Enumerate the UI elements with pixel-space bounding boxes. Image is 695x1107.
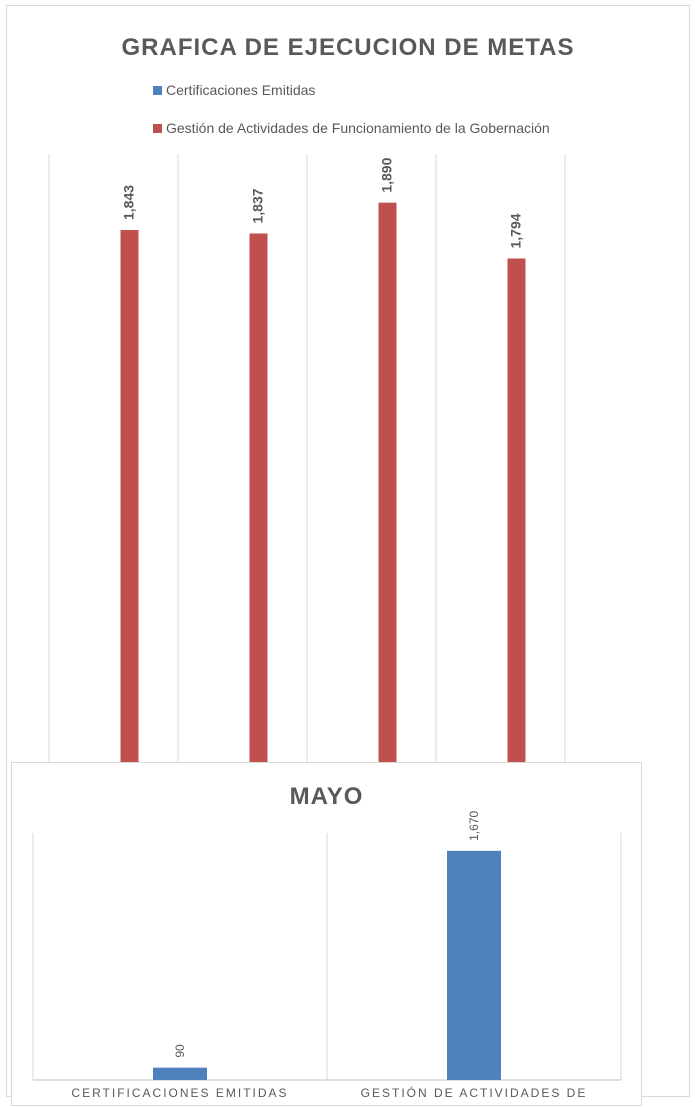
legend-item-certificaciones: Certificaciones Emitidas [153, 80, 550, 100]
data-label: 90 [173, 1044, 187, 1058]
data-label: 1,670 [467, 810, 481, 840]
category-label: GESTIÓN DE ACTIVIDADES DE [361, 1085, 588, 1100]
bar-may [447, 850, 501, 1080]
data-label: 1,794 [508, 213, 524, 248]
legend-swatch-blue [153, 85, 162, 95]
data-label: 1,890 [379, 157, 395, 192]
legend-swatch-red [153, 123, 162, 133]
data-label: 1,837 [250, 188, 266, 223]
may-chart: 90 CERTIFICACIONES EMITIDAS 1,670 GESTIÓN D… [11, 762, 642, 1106]
main-chart-title: GRAFICA DE EJECUCION DE METAS [121, 34, 575, 61]
data-label: 1,843 [121, 185, 137, 220]
category-label: CERTIFICACIONES EMITIDAS [71, 1086, 288, 1100]
legend-item-gestion: Gestión de Actividades de Funcionamiento… [153, 118, 550, 138]
may-chart-plot: 90 CERTIFICACIONES EMITIDAS 1,670 GESTIÓN D… [32, 810, 622, 1100]
may-chart-title: MAYO [289, 783, 364, 810]
main-chart-legend: Certificaciones Emitidas Gestión de Acti… [153, 80, 550, 156]
legend-label-gestion: Gestión de Actividades de Funcionamiento… [166, 120, 550, 136]
bar-may [153, 1067, 207, 1080]
legend-label-certificaciones: Certificaciones Emitidas [166, 82, 316, 98]
